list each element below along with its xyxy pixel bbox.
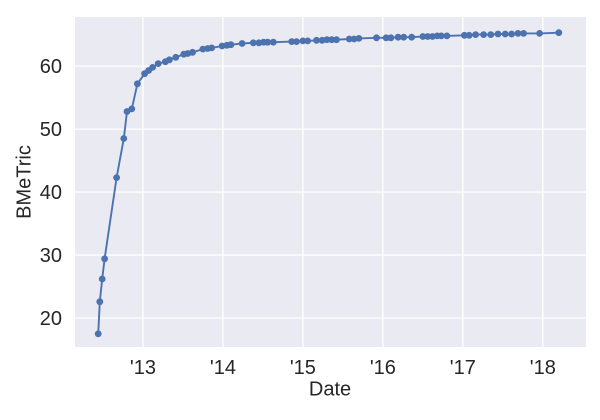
data-point bbox=[461, 31, 468, 39]
data-point bbox=[536, 30, 543, 37]
data-point bbox=[227, 41, 235, 49]
data-point bbox=[304, 37, 312, 45]
plot-area bbox=[75, 17, 586, 347]
data-point bbox=[394, 33, 402, 41]
data-point bbox=[424, 33, 432, 40]
data-point bbox=[189, 48, 197, 56]
data-point bbox=[494, 30, 502, 38]
data-point bbox=[154, 60, 162, 67]
data-point bbox=[166, 56, 173, 64]
x-tick-label: '16 bbox=[370, 357, 396, 379]
data-point bbox=[501, 30, 509, 38]
data-point bbox=[134, 80, 141, 88]
data-point bbox=[299, 37, 307, 45]
data-point bbox=[120, 135, 128, 142]
data-point bbox=[269, 38, 277, 46]
x-tick-label: '14 bbox=[210, 357, 236, 379]
data-point bbox=[400, 33, 408, 41]
data-point bbox=[128, 105, 136, 113]
data-point bbox=[96, 298, 104, 306]
data-point bbox=[387, 34, 395, 42]
data-point bbox=[249, 39, 257, 47]
data-point bbox=[328, 36, 336, 44]
data-point bbox=[98, 275, 106, 283]
data-point bbox=[555, 29, 563, 37]
x-tick-label: '15 bbox=[290, 357, 316, 379]
data-point bbox=[293, 38, 300, 45]
data-point bbox=[238, 40, 246, 47]
data-point bbox=[472, 31, 479, 38]
data-point bbox=[208, 44, 216, 52]
y-tick-label: 40 bbox=[40, 182, 62, 204]
data-point bbox=[514, 30, 522, 37]
data-point bbox=[313, 36, 320, 44]
data-point bbox=[408, 33, 416, 41]
data-point bbox=[520, 30, 527, 37]
data-point bbox=[323, 36, 331, 44]
x-axis-label: Date bbox=[308, 378, 352, 401]
data-point bbox=[373, 34, 380, 42]
data-point bbox=[465, 31, 473, 39]
data-point bbox=[437, 32, 445, 40]
y-tick-label: 30 bbox=[40, 245, 62, 267]
data-point bbox=[508, 30, 515, 38]
data-point bbox=[288, 38, 296, 45]
data-point bbox=[172, 53, 180, 61]
data-point bbox=[419, 33, 427, 40]
data-point bbox=[94, 330, 102, 338]
y-tick-label: 60 bbox=[40, 56, 62, 78]
data-point bbox=[355, 35, 363, 42]
data-point bbox=[264, 38, 272, 46]
y-tick-label: 50 bbox=[40, 119, 62, 141]
y-axis-label: BMeTric bbox=[13, 145, 36, 219]
data-point bbox=[480, 31, 487, 38]
data-point bbox=[333, 36, 340, 44]
data-point bbox=[382, 34, 390, 42]
data-point bbox=[345, 35, 353, 43]
data-point bbox=[443, 32, 451, 40]
data-point bbox=[101, 255, 108, 263]
data-point bbox=[113, 174, 120, 182]
data-point bbox=[149, 64, 157, 71]
x-tick-label: '18 bbox=[530, 357, 556, 379]
data-point bbox=[487, 31, 495, 38]
x-tick-label: '17 bbox=[450, 357, 476, 379]
y-tick-label: 20 bbox=[40, 308, 62, 330]
x-tick-label: '13 bbox=[130, 357, 156, 379]
